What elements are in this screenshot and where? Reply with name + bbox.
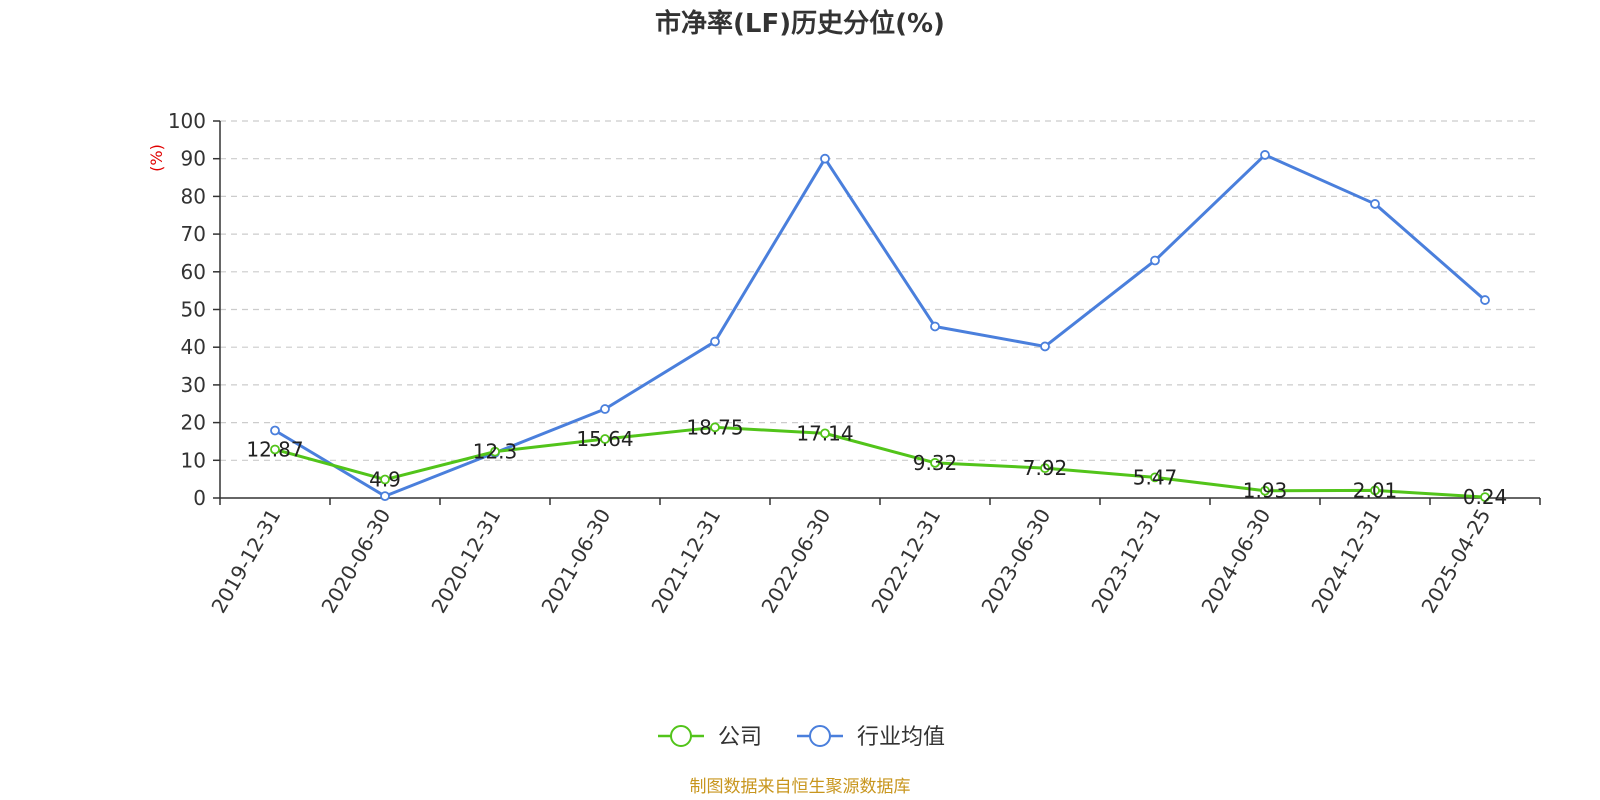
data-point: [1040, 463, 1050, 474]
legend-swatch-marker: [670, 725, 692, 747]
data-point: [820, 153, 830, 164]
data-label: 1.93: [1243, 479, 1288, 503]
data-point: [1040, 341, 1050, 352]
data-label: 18.75: [686, 415, 743, 439]
grid-lines: [220, 120, 1540, 461]
data-point: [270, 444, 280, 455]
data-point: [1370, 485, 1380, 496]
data-point: [930, 457, 940, 468]
data-point: [600, 404, 610, 414]
y-tick-label: 70: [181, 222, 206, 246]
data-label: 5.47: [1133, 465, 1178, 489]
data-label: 2.01: [1353, 478, 1398, 502]
series-line-1: [274, 153, 1486, 498]
x-tick-label: 2020-12-31: [426, 505, 505, 618]
data-label: 15.64: [576, 427, 633, 451]
data-point: [1480, 492, 1490, 502]
x-tick-label: 2022-12-31: [866, 505, 945, 618]
x-tick-label: 2021-06-30: [536, 505, 615, 618]
x-tick-label: 2022-06-30: [756, 505, 835, 618]
source-note: 制图数据来自恒生聚源数据库: [690, 777, 911, 797]
x-tick-label: 2019-12-31: [206, 505, 285, 618]
data-label: 12.87: [246, 437, 303, 461]
data-point: [930, 321, 940, 332]
y-tick-label: 40: [181, 335, 206, 359]
data-label: 17.14: [796, 421, 853, 445]
data-point: [1260, 485, 1270, 496]
x-tick-label: 2024-12-31: [1306, 505, 1385, 618]
data-point: [1480, 295, 1490, 305]
x-tick-label: 2023-06-30: [976, 505, 1055, 618]
series-layer: [270, 150, 1490, 502]
x-tick-label: 2021-12-31: [646, 505, 725, 618]
legend-swatch-marker: [809, 725, 831, 747]
x-tick-label: 2024-06-30: [1196, 505, 1275, 618]
data-point: [1260, 150, 1270, 160]
y-tick-label: 0: [193, 486, 206, 510]
data-point: [1150, 472, 1160, 483]
data-point: [1370, 199, 1380, 209]
y-axis-unit-label: (%): [147, 144, 166, 172]
x-tick-label: 2025-04-25: [1416, 505, 1495, 618]
y-tick-label: 90: [181, 147, 206, 171]
data-point: [270, 425, 280, 436]
data-point: [380, 474, 390, 485]
data-point: [820, 428, 830, 439]
data-point: [380, 491, 390, 502]
x-tick-label: 2023-12-31: [1086, 505, 1165, 618]
data-labels: 12.87 4.9 12.3 15.64 18.75 17.14 9.32 7.92 5.47 1…: [246, 415, 1507, 509]
data-label: 4.9: [369, 468, 401, 492]
data-label: 9.32: [913, 451, 958, 475]
series-line-0: [274, 425, 1486, 499]
data-point: [490, 446, 500, 457]
legend-label: 公司: [718, 725, 762, 750]
y-tick-label: 50: [181, 298, 206, 322]
data-label: 12.3: [473, 440, 518, 464]
data-label: 0.24: [1463, 485, 1508, 509]
legend-label: 行业均值: [857, 725, 945, 750]
y-tick-label: 20: [181, 411, 206, 435]
y-tick-label: 80: [181, 184, 206, 208]
y-tick-label: 30: [181, 373, 206, 397]
x-tick-label: 2020-06-30: [316, 505, 395, 618]
data-point: [710, 336, 720, 347]
chart-title: 市净率(LF)历史分位(%): [655, 8, 945, 39]
legend: 公司 行业均值: [658, 725, 945, 750]
data-point: [600, 434, 610, 444]
data-label: 7.92: [1023, 456, 1068, 480]
y-tick-label: 60: [181, 260, 206, 284]
data-point: [1150, 255, 1160, 266]
data-point: [710, 422, 720, 433]
y-tick-label: 10: [181, 448, 206, 472]
y-axis: 0 10 20 30 40 50 60 70 80 90 100: [168, 109, 221, 510]
y-tick-label: 100: [168, 109, 206, 133]
x-axis: 2019-12-31 2020-06-30 2020-12-31 2021-06-30…: [206, 497, 1541, 618]
